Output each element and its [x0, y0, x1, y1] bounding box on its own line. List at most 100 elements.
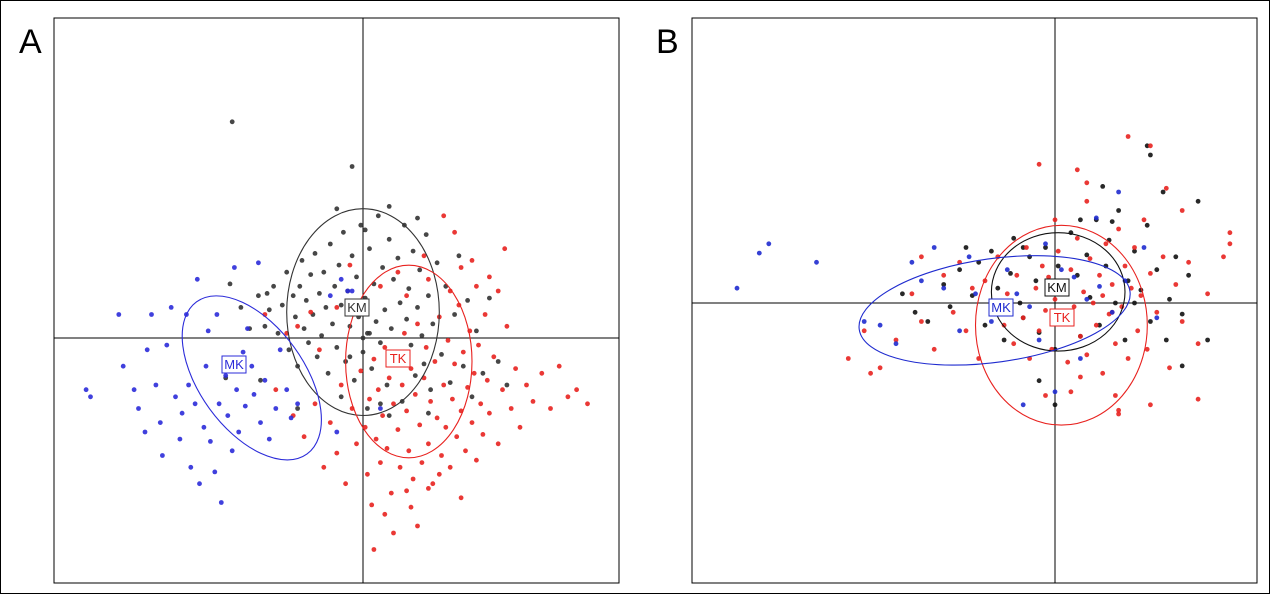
data-point	[421, 361, 427, 367]
data-point	[432, 359, 438, 364]
data-point	[474, 283, 479, 289]
data-point	[1011, 341, 1017, 347]
data-point	[378, 460, 383, 465]
data-point	[1071, 274, 1077, 280]
data-point	[338, 302, 344, 308]
data-point	[371, 547, 377, 552]
data-point	[1100, 293, 1106, 298]
data-point	[229, 448, 235, 454]
data-point	[327, 293, 333, 299]
data-point	[208, 439, 213, 444]
data-point	[232, 265, 237, 270]
data-point	[574, 387, 579, 393]
data-point	[1186, 259, 1191, 265]
data-point	[323, 305, 329, 310]
data-point	[378, 283, 383, 289]
data-point	[410, 476, 416, 482]
data-point	[297, 283, 303, 289]
data-point	[963, 245, 969, 250]
data-point	[458, 495, 464, 501]
data-point	[1113, 341, 1118, 347]
data-point	[1039, 263, 1045, 269]
data-point	[194, 276, 200, 282]
data-point	[1036, 161, 1042, 167]
data-point	[471, 370, 477, 376]
data-point	[365, 471, 370, 477]
data-point	[1008, 271, 1013, 276]
data-point	[1014, 291, 1020, 297]
data-point	[426, 486, 431, 491]
data-point	[428, 387, 433, 393]
data-point	[491, 354, 497, 360]
data-point	[397, 300, 403, 306]
data-point	[419, 333, 425, 338]
data-point	[388, 490, 394, 496]
data-point	[430, 321, 436, 327]
data-point	[164, 342, 170, 348]
data-point	[484, 377, 490, 383]
data-point	[386, 204, 392, 209]
data-point	[186, 382, 192, 388]
group-label-mk: MK	[221, 355, 247, 374]
data-point	[301, 326, 307, 331]
data-point	[83, 387, 89, 393]
data-point	[338, 276, 344, 282]
data-point	[1221, 254, 1226, 260]
data-point	[242, 403, 248, 409]
data-point	[354, 441, 359, 447]
data-point	[1179, 319, 1185, 324]
data-point	[406, 448, 412, 454]
data-point	[1081, 289, 1086, 295]
data-point	[1103, 241, 1109, 247]
data-point	[447, 380, 453, 385]
ellipse-tk	[345, 264, 473, 459]
data-point	[941, 282, 947, 287]
data-point	[1122, 263, 1128, 269]
data-point	[334, 305, 340, 310]
data-point	[909, 259, 915, 265]
data-point	[404, 316, 409, 322]
data-point	[458, 265, 464, 270]
data-point	[284, 269, 290, 275]
data-point	[893, 341, 899, 347]
data-point	[426, 410, 431, 416]
data-point	[452, 361, 457, 367]
data-point	[338, 394, 344, 400]
data-point	[513, 366, 518, 371]
data-point	[1116, 226, 1121, 232]
data-point	[288, 415, 294, 421]
data-point	[212, 469, 218, 475]
data-point	[1071, 304, 1077, 310]
data-point	[814, 259, 819, 265]
data-point	[343, 481, 348, 487]
data-point	[868, 370, 873, 376]
data-point	[1135, 328, 1141, 334]
data-point	[362, 227, 368, 233]
data-point	[1084, 180, 1090, 186]
data-point	[188, 464, 194, 470]
data-point	[120, 363, 126, 369]
data-point	[327, 420, 333, 425]
data-point	[227, 281, 233, 287]
data-point	[308, 309, 314, 315]
data-point	[957, 328, 962, 334]
data-point	[415, 523, 420, 529]
data-point	[1052, 296, 1058, 302]
data-point	[941, 272, 947, 278]
data-point	[1148, 143, 1153, 149]
data-point	[1004, 291, 1010, 297]
series-km	[223, 119, 510, 418]
data-point	[912, 309, 918, 315]
data-point	[380, 265, 385, 270]
data-point	[375, 213, 381, 219]
data-point	[1227, 230, 1233, 236]
data-point	[371, 356, 377, 362]
data-point	[463, 448, 468, 454]
data-point	[1043, 308, 1048, 313]
data-point	[548, 406, 553, 411]
data-point	[290, 293, 296, 299]
data-point	[931, 245, 937, 250]
data-point	[1020, 402, 1026, 408]
data-point	[877, 322, 883, 328]
data-point	[1259, 254, 1264, 259]
